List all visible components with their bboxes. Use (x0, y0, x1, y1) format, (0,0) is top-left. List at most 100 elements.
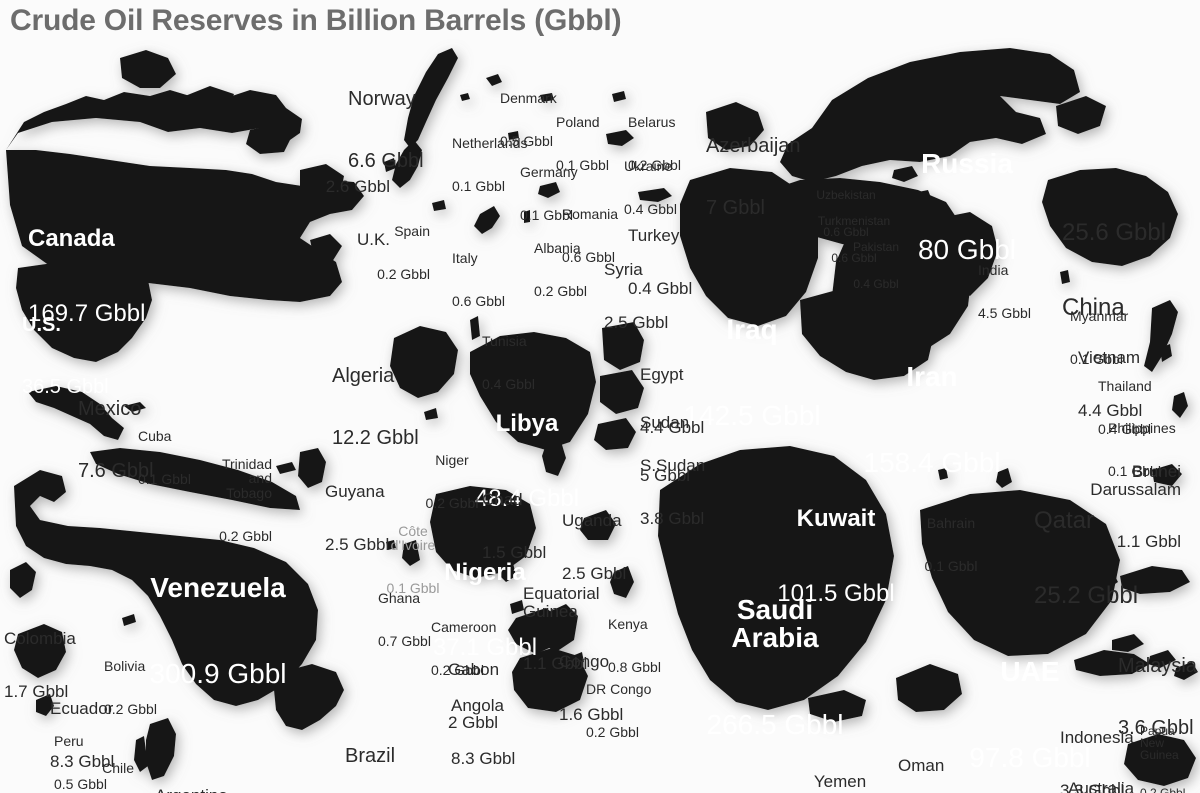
shape-colombia (10, 562, 36, 598)
label-sudan[interactable]: Sudan 5 Gbbl (640, 379, 690, 519)
label-chile[interactable]: Chile 0.2 Gbbl (81, 732, 134, 793)
label-cameroon[interactable]: Cameroon 0.2 Gbbl (431, 591, 496, 706)
label-russia-value: 80 Gbbl (917, 234, 1017, 266)
label-ghana[interactable]: Ghana 0.7 Gbbl (378, 562, 431, 677)
label-algeria-value: 12.2 Gbbl (332, 426, 419, 449)
label-ghana-name: Ghana (378, 589, 421, 606)
label-colombia-value: 1.7 Gbbl (4, 681, 69, 701)
label-peru[interactable]: Peru 0.5 Gbbl (54, 705, 107, 793)
label-qatar[interactable]: Qatar 25.2 Gbbl (1034, 460, 1138, 658)
label-cote-divoire[interactable]: Côte d'Ivoire 0.1 Gbbl (387, 495, 440, 625)
label-canada[interactable]: Canada 169.7 Gbbl (28, 178, 145, 376)
label-saudi-value: 266.5 Gbbl (706, 708, 844, 740)
label-brunei-darussalam[interactable]: Brunei Darussalam 1.1 Gbbl (1090, 428, 1181, 586)
label-guyana[interactable]: Guyana 2.5 Gbbl (325, 448, 389, 588)
label-equatorial-guinea[interactable]: Equatorial Guinea 1.1 Gbbl (523, 550, 600, 708)
label-uae[interactable]: UAE 97.8 Gbbl (969, 600, 1090, 793)
label-argentina[interactable]: Argentina 2.2 Gbbl (155, 752, 228, 793)
label-spain-name: Spain (394, 222, 430, 239)
label-nigeria[interactable]: Nigeria 37.1 Gbbl (433, 512, 537, 710)
label-malaysia[interactable]: Malaysia 3.6 Gbbl (1118, 615, 1197, 780)
label-vietnam[interactable]: Vietnam 4.4 Gbbl (1078, 314, 1142, 454)
label-saudi-arabia[interactable]: Saudi Arabia 266.5 Gbbl (707, 538, 844, 793)
label-china[interactable]: 25.6 Gbbl China (1062, 172, 1166, 370)
label-ecuador[interactable]: Ecuador 8.3 Gbbl (50, 665, 114, 793)
label-dr-congo[interactable]: DR Congo 0.2 Gbbl (586, 653, 651, 768)
label-thailand[interactable]: Thailand 0.4 Gbbl (1098, 350, 1152, 465)
label-india[interactable]: India 4.5 Gbbl (978, 234, 1031, 349)
label-uzbekistan[interactable]: Uzbekistan 0.6 Gbbl (816, 164, 875, 263)
label-papua-new-guinea[interactable]: Papua New Guinea 0.2 Gbbl (1140, 700, 1185, 793)
label-iraq[interactable]: Iraq 142.5 Gbbl (684, 258, 821, 489)
label-netherlands[interactable]: Netherlands 0.1 Gbbl (452, 107, 528, 222)
label-algeria[interactable]: Algeria 12.2 Gbbl (332, 325, 419, 490)
label-congo[interactable]: Congo 1.6 Gbbl (559, 618, 623, 758)
label-germany-name: Germany (520, 163, 578, 180)
label-norway[interactable]: Norway 6.6 Gbbl (348, 48, 424, 213)
label-turkmenistan[interactable]: Turkmenistan 0.6 Gbbl (818, 190, 890, 289)
label-italy-value: 0.6 Gbbl (452, 293, 505, 310)
label-yemen-name: Yemen (813, 772, 867, 791)
label-oman[interactable]: Oman 5.4 Gbbl (898, 722, 962, 793)
label-belarus[interactable]: Belarus 0.2 Gbbl (628, 86, 681, 201)
label-colombia[interactable]: Colombia 1.7 Gbbl (4, 595, 76, 735)
label-albania[interactable]: Albania 0.2 Gbbl (534, 212, 587, 327)
label-ukraine[interactable]: Ukraine 0.4 Gbbl (624, 130, 677, 245)
label-romania[interactable]: Romania 0.6 Gbbl (562, 178, 618, 293)
label-turkey-value: 0.4 Gbbl (628, 278, 693, 298)
label-angola[interactable]: Angola 8.3 Gbbl (451, 662, 515, 793)
label-philippines[interactable]: Philippines 0.1 Gbbl (1108, 392, 1176, 507)
label-spain[interactable]: Spain 0.2 Gbbl (377, 195, 430, 310)
label-mexico[interactable]: Mexico 7.6 Gbbl (78, 358, 154, 523)
label-gabon[interactable]: Gabon 2 Gbbl (448, 626, 499, 766)
label-yemen[interactable]: Yemen 3 Gbbl (814, 738, 866, 793)
label-egypt[interactable]: Egypt 4.4 Gbbl (640, 331, 704, 471)
label-bahrain[interactable]: Bahrain 0.1 Gbbl (925, 487, 978, 602)
label-iran[interactable]: Iran 158.4 Gbbl (864, 305, 1001, 536)
label-tunisia[interactable]: Tunisia 0.4 Gbbl (482, 305, 535, 420)
label-libya[interactable]: Libya 48.4 Gbbl (475, 363, 579, 561)
label-australia[interactable]: Australia 1.8 Gbbl (1068, 745, 1134, 793)
label-turkey[interactable]: Turkey 0.4 Gbbl (628, 192, 692, 332)
label-kenya[interactable]: Kenya 0.8 Gbbl (608, 588, 661, 703)
label-chad[interactable]: Chad 1.5 Gbbl (482, 456, 546, 596)
label-myanmar[interactable]: Myanmar 0.1 Gbbl (1070, 280, 1128, 395)
label-cuba[interactable]: Cuba 0.1 Gbbl (138, 400, 191, 515)
label-azerbaijan-value: 7 Gbbl (706, 196, 765, 219)
label-algeria-name: Algeria (332, 365, 395, 388)
label-uzbekistan-value: 0.6 Gbbl (823, 224, 869, 239)
label-s-sudan[interactable]: S.Sudan 3.8 Gbbl (640, 422, 705, 562)
label-russia[interactable]: Russia 80 Gbbl (918, 92, 1016, 323)
shape-belarus (612, 91, 626, 102)
label-trinidad-and-tobago[interactable]: Trinidad and Tobago 0.2 Gbbl (219, 428, 272, 572)
label-egypt-value: 4.4 Gbbl (640, 417, 705, 437)
label-vietnam-name: Vietnam (1078, 348, 1141, 367)
label-indonesia[interactable]: Indonesia 3.3 Gbbl (1060, 694, 1134, 793)
label-iraq-name: Iraq (726, 313, 778, 345)
label-brazil[interactable]: Brazil 12.7 Gbbl (345, 705, 432, 793)
label-congo-name: Congo (559, 652, 610, 671)
label-denmark[interactable]: Denmark 0.5 Gbbl (500, 62, 557, 177)
shape-bolivia (122, 614, 136, 626)
label-chile-name: Chile (102, 759, 134, 776)
label-angola-value: 8.3 Gbbl (451, 748, 516, 768)
label-niger[interactable]: Niger 0.2 Gbbl (426, 424, 479, 539)
label-pakistan[interactable]: Pakistan 0.4 Gbbl (853, 216, 899, 315)
label-ssudan-name: S.Sudan (640, 456, 706, 475)
label-italy[interactable]: Italy 0.6 Gbbl (452, 222, 505, 337)
label-bahrain-name: Bahrain (926, 514, 976, 531)
shape-canada (6, 90, 302, 150)
label-us[interactable]: U.S. 36.5 Gbbl (22, 274, 109, 439)
label-venezuela[interactable]: Venezuela 300.9 Gbbl (150, 516, 287, 747)
label-iran-value: 158.4 Gbbl (863, 447, 1001, 479)
label-bolivia[interactable]: Bolivia 0.2 Gbbl (104, 630, 157, 745)
label-belarus-value: 0.2 Gbbl (628, 157, 681, 174)
label-syria[interactable]: Syria 2.5 Gbbl (604, 226, 668, 366)
label-poland[interactable]: Poland 0.1 Gbbl (556, 86, 609, 201)
label-uganda[interactable]: Uganda 2.5 Gbbl (562, 477, 626, 617)
label-germany[interactable]: Germany 0.1 Gbbl (520, 136, 578, 251)
label-uk[interactable]: 2.6 Gbbl U.K. (326, 143, 390, 283)
label-azerbaijan[interactable]: Azerbaijan 7 Gbbl (706, 95, 801, 260)
label-congo-value: 1.6 Gbbl (559, 704, 624, 724)
label-kuwait[interactable]: Kuwait 101.5 Gbbl (777, 458, 894, 656)
